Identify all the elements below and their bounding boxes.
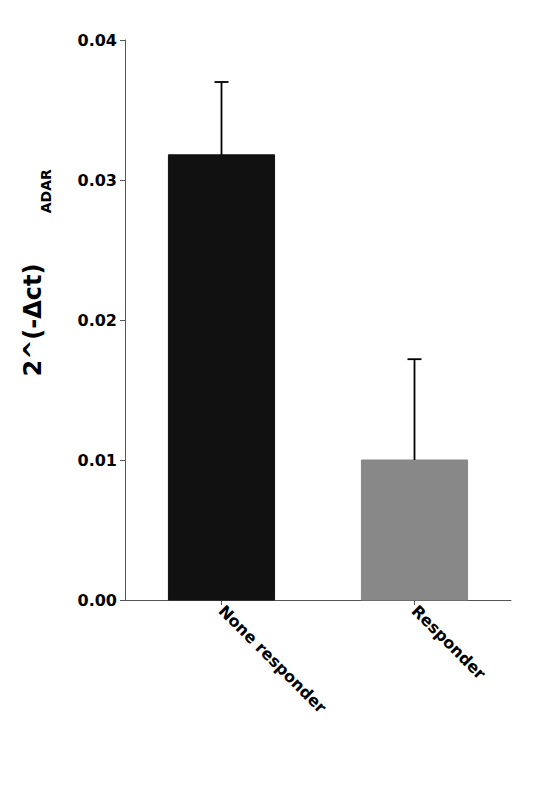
- svg-text:ADAR: ADAR: [38, 169, 54, 213]
- svg-text:None responder: None responder: [215, 601, 331, 717]
- svg-text:0.04: 0.04: [78, 31, 117, 50]
- svg-text:0.03: 0.03: [78, 171, 117, 190]
- svg-text:0.01: 0.01: [78, 451, 117, 470]
- svg-text:0.00: 0.00: [78, 591, 117, 610]
- svg-text:Responder: Responder: [408, 601, 490, 683]
- svg-text:0.02: 0.02: [78, 311, 117, 330]
- svg-text:2^(-Δct): 2^(-Δct): [19, 264, 47, 377]
